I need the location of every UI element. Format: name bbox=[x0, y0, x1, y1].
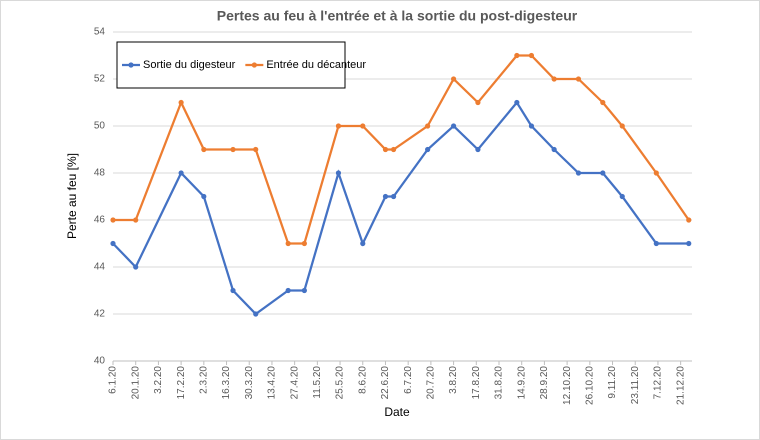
data-point bbox=[475, 99, 481, 106]
data-point bbox=[301, 240, 307, 247]
legend-label: Entrée du décanteur bbox=[266, 59, 366, 71]
data-point bbox=[335, 170, 342, 176]
x-tick-label: 13.4.20 bbox=[267, 366, 278, 400]
data-point bbox=[514, 99, 520, 106]
data-point bbox=[450, 123, 457, 129]
x-tick-label: 6.1.20 bbox=[108, 366, 119, 394]
data-point bbox=[382, 146, 389, 153]
data-point bbox=[619, 193, 625, 200]
x-tick-label: 27.4.20 bbox=[289, 366, 300, 400]
x-axis-title: Date bbox=[384, 405, 410, 419]
x-tick-label: 17.2.20 bbox=[176, 366, 187, 400]
y-tick-label: 42 bbox=[94, 309, 106, 320]
x-tick-label: 22.6.20 bbox=[380, 366, 391, 400]
x-tick-label: 28.9.20 bbox=[539, 366, 550, 400]
data-point bbox=[600, 99, 606, 106]
data-point bbox=[653, 240, 659, 247]
data-point bbox=[551, 76, 557, 82]
y-tick-label: 52 bbox=[94, 74, 106, 85]
data-point bbox=[301, 287, 307, 294]
x-tick-label: 21.12.20 bbox=[675, 366, 686, 405]
data-point bbox=[475, 146, 481, 153]
data-point bbox=[686, 217, 692, 223]
legend-box bbox=[116, 41, 346, 89]
x-tick-label: 8.6.20 bbox=[357, 366, 368, 394]
x-tick-label: 16.3.20 bbox=[221, 366, 232, 400]
y-axis-title: Perte au feu [%] bbox=[65, 153, 79, 239]
data-point bbox=[178, 170, 184, 176]
legend-marker bbox=[128, 62, 134, 68]
y-tick-label: 48 bbox=[94, 168, 106, 179]
x-tick-label: 30.3.20 bbox=[244, 366, 255, 400]
data-point bbox=[551, 146, 557, 153]
data-point bbox=[201, 193, 207, 200]
x-tick-label: 7.12.20 bbox=[653, 366, 664, 400]
data-point bbox=[619, 123, 625, 129]
data-point bbox=[253, 311, 259, 317]
x-tick-label: 17.8.20 bbox=[471, 366, 482, 400]
data-point bbox=[178, 99, 184, 106]
x-tick-label: 3.8.20 bbox=[448, 366, 459, 394]
x-tick-label: 12.10.20 bbox=[562, 366, 573, 405]
legend-marker bbox=[251, 62, 257, 68]
x-tick-label: 23.11.20 bbox=[630, 366, 641, 405]
y-tick-label: 54 bbox=[94, 27, 106, 38]
data-point bbox=[575, 170, 582, 176]
y-tick-label: 40 bbox=[94, 356, 106, 367]
data-point bbox=[425, 123, 431, 129]
data-point bbox=[285, 287, 291, 294]
data-point bbox=[360, 123, 366, 129]
data-point bbox=[230, 146, 236, 153]
data-point bbox=[528, 52, 535, 59]
x-tick-label: 14.9.20 bbox=[516, 366, 527, 400]
x-tick-label: 6.7.20 bbox=[403, 366, 414, 394]
data-point bbox=[201, 146, 207, 153]
x-tick-label: 31.8.20 bbox=[494, 366, 505, 400]
data-point bbox=[600, 170, 606, 176]
x-tick-label: 20.7.20 bbox=[426, 366, 437, 400]
x-tick-label: 20.1.20 bbox=[130, 366, 141, 400]
chart-title: Pertes au feu à l'entrée et à la sortie … bbox=[217, 8, 578, 24]
data-point bbox=[390, 193, 397, 200]
y-tick-label: 50 bbox=[94, 121, 106, 132]
data-point bbox=[253, 146, 259, 153]
data-point bbox=[575, 76, 582, 82]
data-point bbox=[528, 123, 535, 129]
data-point bbox=[230, 287, 236, 294]
x-tick-label: 26.10.20 bbox=[584, 366, 595, 405]
data-point bbox=[450, 76, 457, 82]
x-tick-label: 9.11.20 bbox=[607, 366, 618, 399]
legend: Sortie du digesteur Entrée du décanteur bbox=[116, 41, 366, 89]
data-point bbox=[686, 240, 692, 247]
x-tick-label: 11.5.20 bbox=[312, 366, 323, 399]
data-point bbox=[390, 146, 397, 153]
x-tick-label: 2.3.20 bbox=[198, 366, 209, 394]
y-tick-label: 46 bbox=[94, 215, 106, 226]
data-point bbox=[110, 240, 116, 247]
data-point bbox=[382, 193, 389, 200]
data-point bbox=[514, 52, 520, 59]
x-tick-label: 25.5.20 bbox=[335, 366, 346, 400]
x-tick-label: 3.2.20 bbox=[153, 366, 164, 394]
data-point bbox=[653, 170, 659, 176]
legend-label: Sortie du digesteur bbox=[143, 59, 236, 71]
data-point bbox=[110, 217, 116, 223]
data-point bbox=[133, 217, 139, 223]
data-point bbox=[335, 123, 342, 129]
data-point bbox=[133, 264, 139, 270]
y-tick-label: 44 bbox=[94, 262, 106, 273]
data-point bbox=[285, 240, 291, 247]
data-point bbox=[360, 240, 366, 247]
data-point bbox=[425, 146, 431, 153]
